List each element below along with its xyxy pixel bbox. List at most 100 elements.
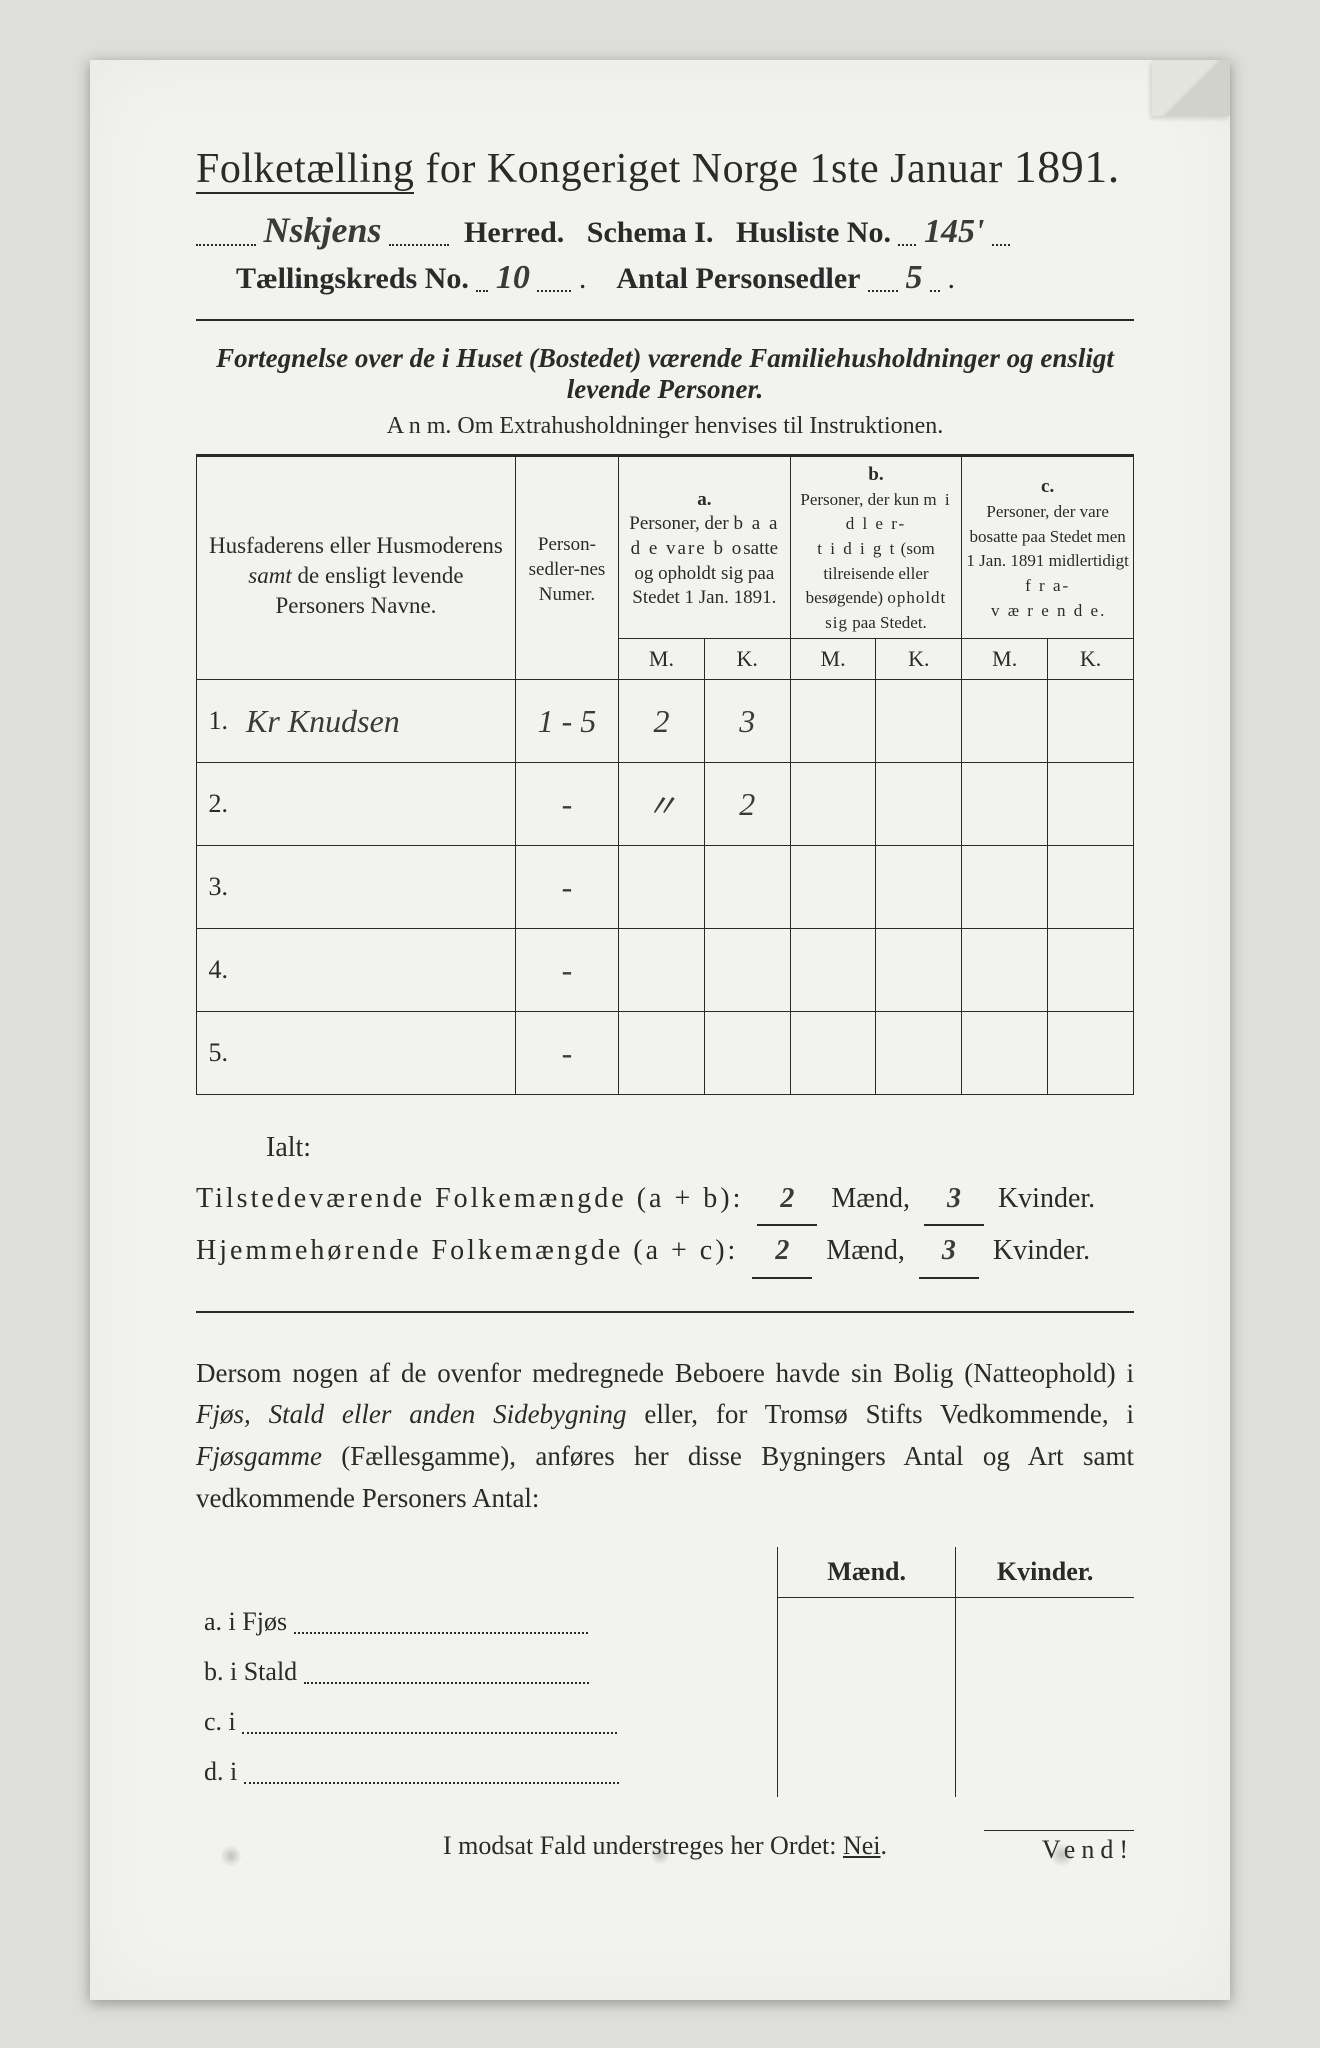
- mk-maend: Mænd.: [778, 1547, 956, 1598]
- building-paragraph: Dersom nogen af de ovenfor medregnede Be…: [196, 1353, 1134, 1520]
- row-c-m: [962, 846, 1048, 929]
- maend-label: Mænd,: [831, 1183, 910, 1214]
- tilstede-k: 3: [924, 1174, 984, 1226]
- rule: [196, 319, 1134, 321]
- row-name: [234, 763, 515, 846]
- col-head-name: Husfaderens eller Husmoderens samt de en…: [197, 457, 516, 680]
- row-name: [234, 1012, 515, 1095]
- antal-handwritten: 5: [905, 259, 922, 296]
- grp-b-text: Personer, der kun m i d l e r-t i d i g …: [800, 490, 951, 632]
- row-b-k: [876, 763, 962, 846]
- row-c-k: [1048, 929, 1134, 1012]
- document-page: Folketælling for Kongeriget Norge 1ste J…: [90, 60, 1230, 2000]
- header-row-1: Nskjens Herred. Schema I. Husliste No. 1…: [196, 209, 1134, 251]
- row-a-k: [704, 846, 790, 929]
- row-b-k: [876, 1012, 962, 1095]
- row-c-m: [962, 763, 1048, 846]
- building-m: [778, 1747, 956, 1797]
- row-b-m: [790, 929, 876, 1012]
- row-a-k: 2: [704, 763, 790, 846]
- mk-k: K.: [1048, 638, 1134, 680]
- grp-b-label: b.: [868, 464, 883, 485]
- row-idx: 4.: [197, 929, 235, 1012]
- row-c-k: [1048, 763, 1134, 846]
- building-k: [956, 1647, 1134, 1697]
- kvinder-label: Kvinder.: [998, 1183, 1095, 1214]
- anm-note: A n m. Om Extrahusholdninger henvises ti…: [196, 413, 1134, 440]
- building-label: c. i: [196, 1697, 778, 1747]
- row-a-k: 3: [704, 680, 790, 763]
- schema-label: Schema I.: [587, 216, 714, 249]
- col-head-b: b. Personer, der kun m i d l e r-t i d i…: [790, 457, 962, 639]
- census-table: Husfaderens eller Husmoderens samt de en…: [196, 456, 1134, 1095]
- row-a-m: [619, 846, 705, 929]
- kreds-handwritten: 10: [496, 259, 530, 296]
- fortegnelse-heading: Fortegnelse over de i Huset (Bostedet) v…: [196, 343, 1134, 405]
- building-m: [778, 1597, 956, 1647]
- row-c-m: [962, 1012, 1048, 1095]
- kreds-label: Tællingskreds No.: [236, 262, 469, 295]
- row-num: -: [515, 929, 618, 1012]
- grp-c-label: c.: [1041, 476, 1054, 497]
- grp-a-text: Personer, der b a a d e vare b osatte og…: [629, 513, 779, 608]
- row-idx: 3.: [197, 846, 235, 929]
- tilstede-m: 2: [757, 1174, 817, 1226]
- table-row: 3. -: [197, 846, 1134, 929]
- row-idx: 2.: [197, 763, 235, 846]
- building-label: a. i Fjøs: [196, 1597, 778, 1647]
- row-c-k: [1048, 846, 1134, 929]
- mk-k: K.: [704, 638, 790, 680]
- herred-label: Herred.: [464, 216, 564, 249]
- row-idx: 1.: [197, 680, 235, 763]
- antal-label: Antal Personsedler: [616, 262, 860, 295]
- maend-label: Mænd,: [826, 1235, 905, 1266]
- building-m: [778, 1647, 956, 1697]
- row-b-m: [790, 763, 876, 846]
- row-c-m: [962, 929, 1048, 1012]
- row-b-m: [790, 846, 876, 929]
- building-row: a. i Fjøs: [196, 1597, 1134, 1647]
- row-num: -: [515, 846, 618, 929]
- row-name: [234, 929, 515, 1012]
- building-k: [956, 1747, 1134, 1797]
- fortegnelse-text: Fortegnelse over de i Huset (Bostedet) v…: [216, 343, 1114, 404]
- row-c-k: [1048, 680, 1134, 763]
- herred-handwritten: Nskjens: [264, 210, 382, 250]
- row-b-k: [876, 929, 962, 1012]
- title-year: 1891.: [1014, 141, 1120, 192]
- building-row: c. i: [196, 1697, 1134, 1747]
- row-num: -: [515, 763, 618, 846]
- grp-a-label: a.: [697, 489, 711, 510]
- row-num: -: [515, 1012, 618, 1095]
- mk-m: M.: [790, 638, 876, 680]
- row-c-k: [1048, 1012, 1134, 1095]
- rule: [196, 1311, 1134, 1313]
- building-k: [956, 1597, 1134, 1647]
- hjemme-label: Hjemmehørende Folkemængde (a + c):: [196, 1235, 738, 1266]
- hjemme-k: 3: [919, 1226, 979, 1278]
- table-row: 4. -: [197, 929, 1134, 1012]
- row-b-k: [876, 846, 962, 929]
- col-head-num: Person-sedler-nes Numer.: [515, 457, 618, 680]
- row-b-m: [790, 1012, 876, 1095]
- building-m: [778, 1697, 956, 1747]
- totals-block: Ialt: Tilstedeværende Folkemængde (a + b…: [196, 1123, 1134, 1278]
- title-line: Folketælling for Kongeriget Norge 1ste J…: [196, 140, 1134, 193]
- husliste-handwritten: 145': [924, 213, 984, 250]
- building-label: b. i Stald: [196, 1647, 778, 1697]
- table-row: 2.-〃2: [197, 763, 1134, 846]
- col-head-a: a. Personer, der b a a d e vare b osatte…: [619, 457, 791, 639]
- mk-k: K.: [876, 638, 962, 680]
- header-row-2: Tællingskreds No. 10 . Antal Personsedle…: [196, 259, 1134, 297]
- row-a-k: [704, 1012, 790, 1095]
- hjemme-m: 2: [752, 1226, 812, 1278]
- title-text: Folketælling for Kongeriget Norge 1ste J…: [196, 146, 1003, 194]
- stain-spot: [650, 1845, 670, 1865]
- row-a-k: [704, 929, 790, 1012]
- mk-kvinder: Kvinder.: [956, 1547, 1134, 1598]
- row-a-m: [619, 929, 705, 1012]
- row-idx: 5.: [197, 1012, 235, 1095]
- vend-rule: [984, 1830, 1134, 1831]
- row-name: Kr Knudsen: [234, 680, 515, 763]
- row-a-m: 2: [619, 680, 705, 763]
